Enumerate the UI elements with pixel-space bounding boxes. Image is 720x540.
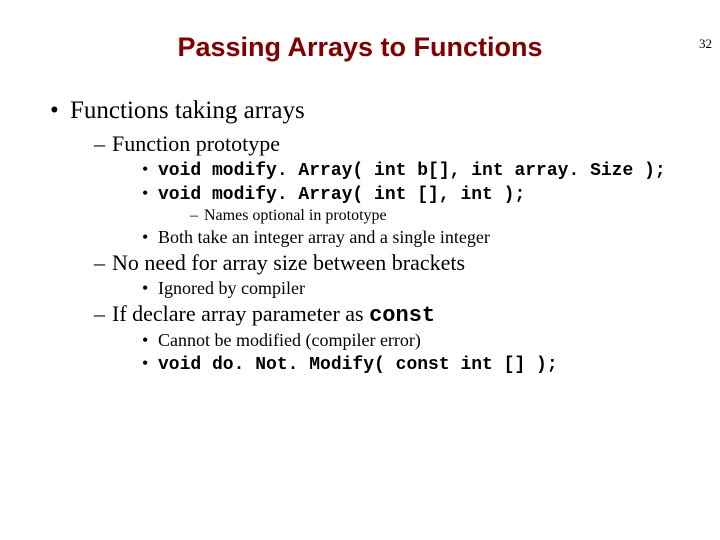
text: Names optional in prototype <box>204 207 387 224</box>
bullet-level3: •Ignored by compiler <box>142 278 700 299</box>
bullet-dot-icon: • <box>142 227 158 248</box>
text: If declare array parameter as <box>112 301 369 326</box>
bullet-level3: •void do. Not. Modify( const int [] ); <box>142 353 700 375</box>
text: Both take an integer array and a single … <box>158 227 490 247</box>
bullet-level3: •Cannot be modified (compiler error) <box>142 330 700 351</box>
code-text: const <box>369 303 435 328</box>
bullet-level3: •void modify. Array( int b[], int array.… <box>142 159 700 181</box>
bullet-level2: –Function prototype <box>94 131 700 157</box>
bullet-level1: •Functions taking arrays <box>50 97 700 125</box>
bullet-dot-icon: • <box>142 353 158 374</box>
slide: 32 Passing Arrays to Functions •Function… <box>0 32 720 540</box>
bullet-level3: •void modify. Array( int [], int ); <box>142 183 700 205</box>
code-text: void modify. Array( int b[], int array. … <box>158 161 666 181</box>
bullet-dot-icon: • <box>142 330 158 351</box>
text: Cannot be modified (compiler error) <box>158 330 421 350</box>
text: Ignored by compiler <box>158 278 305 298</box>
dash-icon: – <box>94 250 112 276</box>
text: Function prototype <box>112 131 280 156</box>
bullet-dot-icon: • <box>142 183 158 204</box>
dash-icon: – <box>94 131 112 157</box>
bullet-level2: –No need for array size between brackets <box>94 250 700 276</box>
dash-icon: – <box>94 301 112 327</box>
dash-icon: – <box>190 207 204 225</box>
bullet-dot-icon: • <box>142 159 158 180</box>
bullet-dot-icon: • <box>142 278 158 299</box>
text: Functions taking arrays <box>70 97 305 124</box>
bullet-dot-icon: • <box>50 97 70 125</box>
bullet-level4: –Names optional in prototype <box>190 207 700 225</box>
slide-content: •Functions taking arrays –Function proto… <box>0 97 720 375</box>
bullet-level2: –If declare array parameter as const <box>94 301 700 328</box>
page-number: 32 <box>699 36 712 52</box>
text: No need for array size between brackets <box>112 250 465 275</box>
code-text: void modify. Array( int [], int ); <box>158 185 525 205</box>
bullet-level3: •Both take an integer array and a single… <box>142 227 700 248</box>
code-text: void do. Not. Modify( const int [] ); <box>158 355 558 375</box>
slide-title: Passing Arrays to Functions <box>0 32 720 63</box>
